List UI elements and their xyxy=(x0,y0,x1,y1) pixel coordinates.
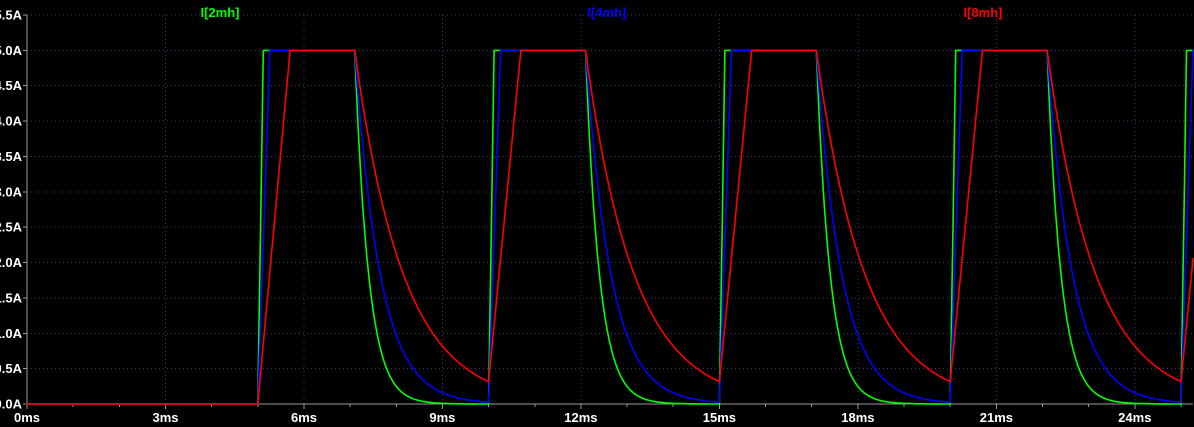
trace-label-i-2mh[interactable]: I[2mh] xyxy=(200,5,240,20)
x-axis-label: 15ms xyxy=(703,410,736,425)
x-axis-label: 24ms xyxy=(1118,410,1151,425)
x-axis-label: 18ms xyxy=(841,410,874,425)
y-axis-label: 4.0A xyxy=(0,114,23,129)
trace-label-i-8mh[interactable]: I[8mh] xyxy=(963,5,1003,20)
x-axis-label: 21ms xyxy=(980,410,1013,425)
y-axis-label: 5.5A xyxy=(0,8,23,23)
x-axis-label: 3ms xyxy=(152,410,178,425)
y-axis-label: 3.5A xyxy=(0,149,23,164)
y-axis-label: 0.5A xyxy=(0,361,23,376)
x-axis-label: 0ms xyxy=(14,410,40,425)
waveform-trace-I8mh xyxy=(26,49,1194,405)
x-axis-label: 12ms xyxy=(564,410,597,425)
x-axis-label: 9ms xyxy=(429,410,455,425)
x-axis-label: 6ms xyxy=(291,410,317,425)
y-axis-label: 0.0A xyxy=(0,397,23,412)
y-axis-label: 2.5A xyxy=(0,220,23,235)
y-axis-label: 3.0A xyxy=(0,184,23,199)
y-axis-label: 4.5A xyxy=(0,78,23,93)
waveform-trace-I4mh xyxy=(26,49,1194,405)
y-axis-label: 2.0A xyxy=(0,255,23,270)
waveform-trace-I2mh xyxy=(26,49,1194,405)
trace-label-i-4mh[interactable]: I[4mh] xyxy=(587,5,627,20)
y-axis-label: 5.0A xyxy=(0,43,23,58)
y-axis-label: 1.0A xyxy=(0,326,23,341)
y-axis-label: 1.5A xyxy=(0,290,23,305)
